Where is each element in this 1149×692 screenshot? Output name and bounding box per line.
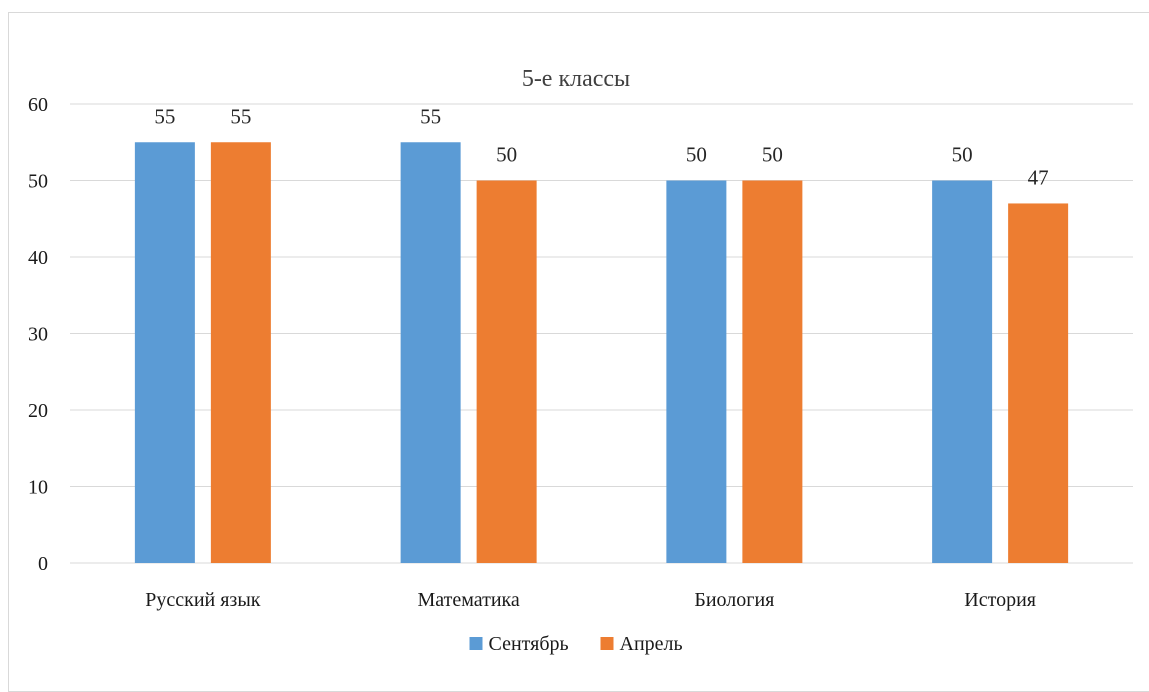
- bar: [400, 142, 461, 563]
- data-label: 50: [952, 143, 973, 167]
- data-label: 50: [686, 143, 707, 167]
- chart-title: 5-е классы: [522, 66, 630, 92]
- x-tick-label: Биология: [694, 589, 774, 611]
- legend: Сентябрь Апрель: [469, 633, 683, 655]
- data-labels: 55 55 55 50 50 50 50 47: [154, 104, 1048, 189]
- legend-swatch: [469, 637, 483, 650]
- x-axis-tick-labels: Русский язык Математика Биология История: [145, 589, 1036, 611]
- y-tick-label: 50: [28, 171, 48, 193]
- bar: [476, 180, 537, 563]
- legend-label: Сентябрь: [489, 633, 569, 655]
- y-tick-label: 40: [28, 247, 48, 269]
- bar: [1008, 203, 1069, 563]
- y-tick-label: 10: [28, 477, 48, 499]
- y-axis-tick-labels: 0 10 20 30 40 50 60: [28, 94, 48, 575]
- x-tick-label: Русский язык: [145, 589, 261, 611]
- bar: [932, 180, 993, 563]
- y-tick-label: 20: [28, 400, 48, 422]
- legend-swatch: [600, 637, 614, 650]
- legend-label: Апрель: [620, 633, 683, 655]
- data-label: 50: [762, 143, 783, 167]
- bar: [666, 180, 727, 563]
- x-tick-label: Математика: [417, 589, 519, 611]
- data-label: 55: [154, 104, 175, 128]
- data-label: 55: [420, 104, 441, 128]
- bars: [134, 142, 1069, 563]
- y-tick-label: 0: [38, 553, 48, 575]
- data-label: 55: [230, 104, 251, 128]
- data-label: 47: [1028, 165, 1049, 189]
- bar: [134, 142, 195, 563]
- y-tick-label: 30: [28, 324, 48, 346]
- x-tick-label: История: [964, 589, 1036, 611]
- y-tick-label: 60: [28, 94, 48, 116]
- bar: [210, 142, 271, 563]
- bar: [742, 180, 803, 563]
- data-label: 50: [496, 143, 517, 167]
